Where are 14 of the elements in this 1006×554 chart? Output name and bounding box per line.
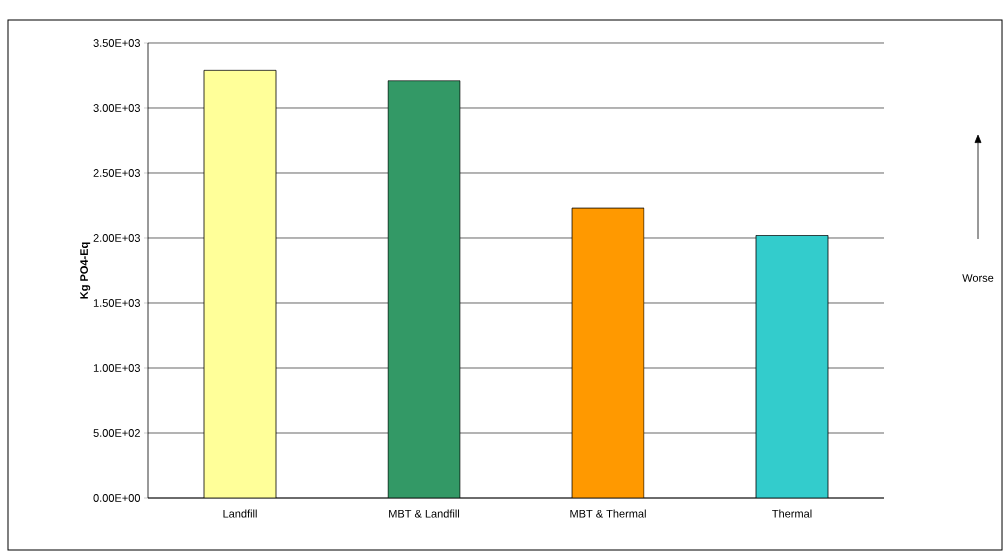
y-tick-label: 0.00E+00 <box>93 494 141 502</box>
y-tick-label: 1.50E+03 <box>93 299 140 307</box>
x-tick-label: Thermal <box>772 509 812 518</box>
y-tick-label: 3.50E+03 <box>93 39 140 47</box>
text: Worse <box>962 274 994 282</box>
x-tick-label: Landfill <box>223 509 257 518</box>
y-tick-label: 1.00E+03 <box>93 364 140 372</box>
y-tick-label: 2.00E+03 <box>93 234 140 242</box>
y-tick-label: 5.00E+02 <box>93 429 140 437</box>
y-axis-title: Kg PO4-Eq <box>80 242 91 299</box>
x-tick-label: MBT & Landfill <box>389 509 460 518</box>
y-tick-label: 3.00E+03 <box>93 104 140 112</box>
y-tick-label: 2.50E+03 <box>93 169 140 177</box>
x-tick-label: MBT & Thermal <box>570 509 646 518</box>
